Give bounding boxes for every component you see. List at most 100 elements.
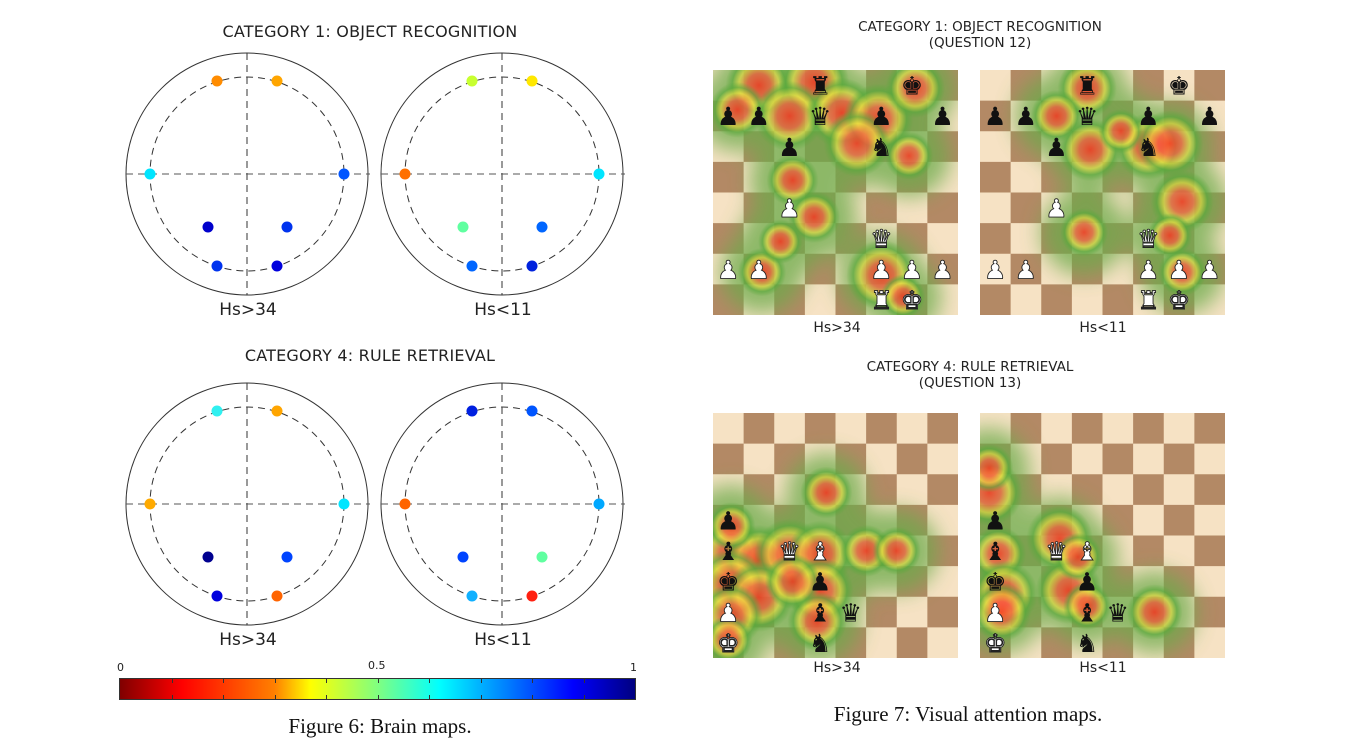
white-queen-icon: ♛ — [1137, 225, 1160, 254]
chess-board-q12-hs-gt-34: ♜ ♚ ♟ ♟ ♛ ♟ ♟ ♟ ♞ ♟ ♛ ♟ ♟ ♟ ♟ ♟ ♜ ♚ — [713, 70, 958, 316]
black-knight-icon: ♞ — [1137, 133, 1160, 162]
brain-map-row-1 — [120, 45, 640, 305]
figure-7-caption: Figure 7: Visual attention maps. — [833, 702, 1103, 726]
electrode-dot — [466, 260, 478, 272]
white-queen-icon: ♛ — [870, 225, 893, 254]
black-pawn-icon: ♟ — [1045, 133, 1068, 162]
brain-map-row-2 — [120, 375, 640, 635]
white-pawn-icon: ♟ — [984, 598, 1007, 627]
electrode-dot — [211, 260, 223, 272]
black-pawn-icon: ♟ — [1137, 102, 1160, 131]
black-knight-icon: ♞ — [870, 133, 893, 162]
white-king-icon: ♚ — [1168, 286, 1191, 315]
black-pawn-icon: ♟ — [984, 102, 1007, 131]
electrode-dot — [399, 168, 411, 180]
colorbar-min-label: 0 — [117, 661, 124, 674]
white-pawn-icon: ♟ — [717, 598, 740, 627]
map-label: Hs<11 — [474, 630, 532, 650]
board-label: Hs<11 — [1079, 320, 1127, 336]
black-king-icon: ♚ — [1168, 72, 1191, 101]
black-bishop-icon: ♝ — [717, 537, 740, 566]
head-map-hs-gt-34-cat1 — [125, 52, 370, 296]
black-pawn-icon: ♟ — [1198, 102, 1221, 131]
black-pawn-icon: ♟ — [931, 102, 954, 131]
electrode-dot — [281, 221, 293, 233]
white-king-icon: ♚ — [901, 286, 924, 315]
chess-board-q12-hs-lt-11: ♜ ♚ ♟ ♟ ♛ ♟ ♟ ♟ ♞ ♟ ♛ ♟ ♟ ♟ ♟ ♟ ♜ ♚ — [980, 70, 1225, 316]
electrode-dot — [466, 75, 478, 87]
panel-title-question-12: CATEGORY 1: OBJECT RECOGNITION (QUESTION… — [858, 19, 1102, 51]
colorbar-mid-label: 0.5 — [368, 659, 386, 672]
electrode-dot — [271, 405, 283, 417]
black-pawn-icon: ♟ — [1076, 568, 1099, 597]
black-bishop-icon: ♝ — [984, 537, 1007, 566]
white-pawn-icon: ♟ — [1015, 255, 1038, 284]
black-pawn-icon: ♟ — [717, 506, 740, 535]
electrode-dot — [593, 168, 605, 180]
electrode-dot — [526, 405, 538, 417]
white-rook-icon: ♜ — [1137, 286, 1160, 315]
black-pawn-icon: ♟ — [1015, 102, 1038, 131]
electrode-dot — [271, 75, 283, 87]
chess-board-q13-hs-lt-11: ♟ ♝ ♛ ♝ ♚ ♟ ♟ ♝ ♛ ♚ ♞ — [980, 413, 1225, 658]
white-queen-icon: ♛ — [778, 537, 801, 566]
electrode-dot — [211, 405, 223, 417]
electrode-dot — [271, 260, 283, 272]
panel-title-category-1: CATEGORY 1: OBJECT RECOGNITION — [222, 22, 518, 41]
electrode-dot — [144, 168, 156, 180]
head-map-hs-lt-11-cat4 — [380, 382, 625, 626]
black-pawn-icon: ♟ — [748, 102, 771, 131]
black-bishop-icon: ♝ — [809, 598, 832, 627]
black-queen-icon: ♛ — [1107, 598, 1130, 627]
electrode-dot — [271, 590, 283, 602]
electrode-dot — [281, 551, 293, 563]
white-king-icon: ♚ — [984, 629, 1007, 658]
electrode-dot — [526, 590, 538, 602]
white-king-icon: ♚ — [717, 629, 740, 658]
electrode-dot — [457, 551, 469, 563]
electrode-dot — [144, 498, 156, 510]
panel-title-category-4: CATEGORY 4: RULE RETRIEVAL — [244, 346, 496, 365]
electrode-dot — [211, 590, 223, 602]
white-pawn-icon: ♟ — [1168, 255, 1191, 284]
white-pawn-icon: ♟ — [778, 194, 801, 223]
black-king-icon: ♚ — [984, 568, 1007, 597]
white-pawn-icon: ♟ — [1198, 255, 1221, 284]
electrode-dot — [457, 221, 469, 233]
white-pawn-icon: ♟ — [748, 255, 771, 284]
white-rook-icon: ♜ — [870, 286, 893, 315]
white-pawn-icon: ♟ — [931, 255, 954, 284]
black-pawn-icon: ♟ — [717, 102, 740, 131]
head-map-hs-lt-11-cat1 — [380, 52, 625, 296]
panel-title-question-13: CATEGORY 4: RULE RETRIEVAL (QUESTION 13) — [866, 359, 1074, 391]
black-pawn-icon: ♟ — [778, 133, 801, 162]
electrode-dot — [211, 75, 223, 87]
white-pawn-icon: ♟ — [901, 255, 924, 284]
electrode-dot — [536, 551, 548, 563]
white-queen-icon: ♛ — [1045, 537, 1068, 566]
black-pawn-icon: ♟ — [809, 568, 832, 597]
electrode-dot — [338, 168, 350, 180]
black-queen-icon: ♛ — [809, 102, 832, 131]
electrode-dot — [593, 498, 605, 510]
electrode-dot — [526, 260, 538, 272]
map-label: Hs>34 — [219, 300, 277, 320]
white-pawn-icon: ♟ — [1137, 255, 1160, 284]
electrode-dot — [536, 221, 548, 233]
white-pawn-icon: ♟ — [717, 255, 740, 284]
black-rook-icon: ♜ — [1076, 72, 1099, 101]
electrode-dot — [399, 498, 411, 510]
map-label: Hs>34 — [219, 630, 277, 650]
electrode-dot — [202, 551, 214, 563]
map-label: Hs<11 — [474, 300, 532, 320]
figure-6-caption: Figure 6: Brain maps. — [288, 714, 472, 738]
black-bishop-icon: ♝ — [1076, 598, 1099, 627]
black-pawn-icon: ♟ — [984, 506, 1007, 535]
white-pawn-icon: ♟ — [870, 255, 893, 284]
board-label: Hs<11 — [1079, 660, 1127, 676]
colorbar-max-label: 1 — [630, 661, 637, 674]
electrode-dot — [338, 498, 350, 510]
head-map-hs-gt-34-cat4 — [125, 382, 370, 626]
board-label: Hs>34 — [813, 660, 861, 676]
white-bishop-icon: ♝ — [1076, 537, 1099, 566]
